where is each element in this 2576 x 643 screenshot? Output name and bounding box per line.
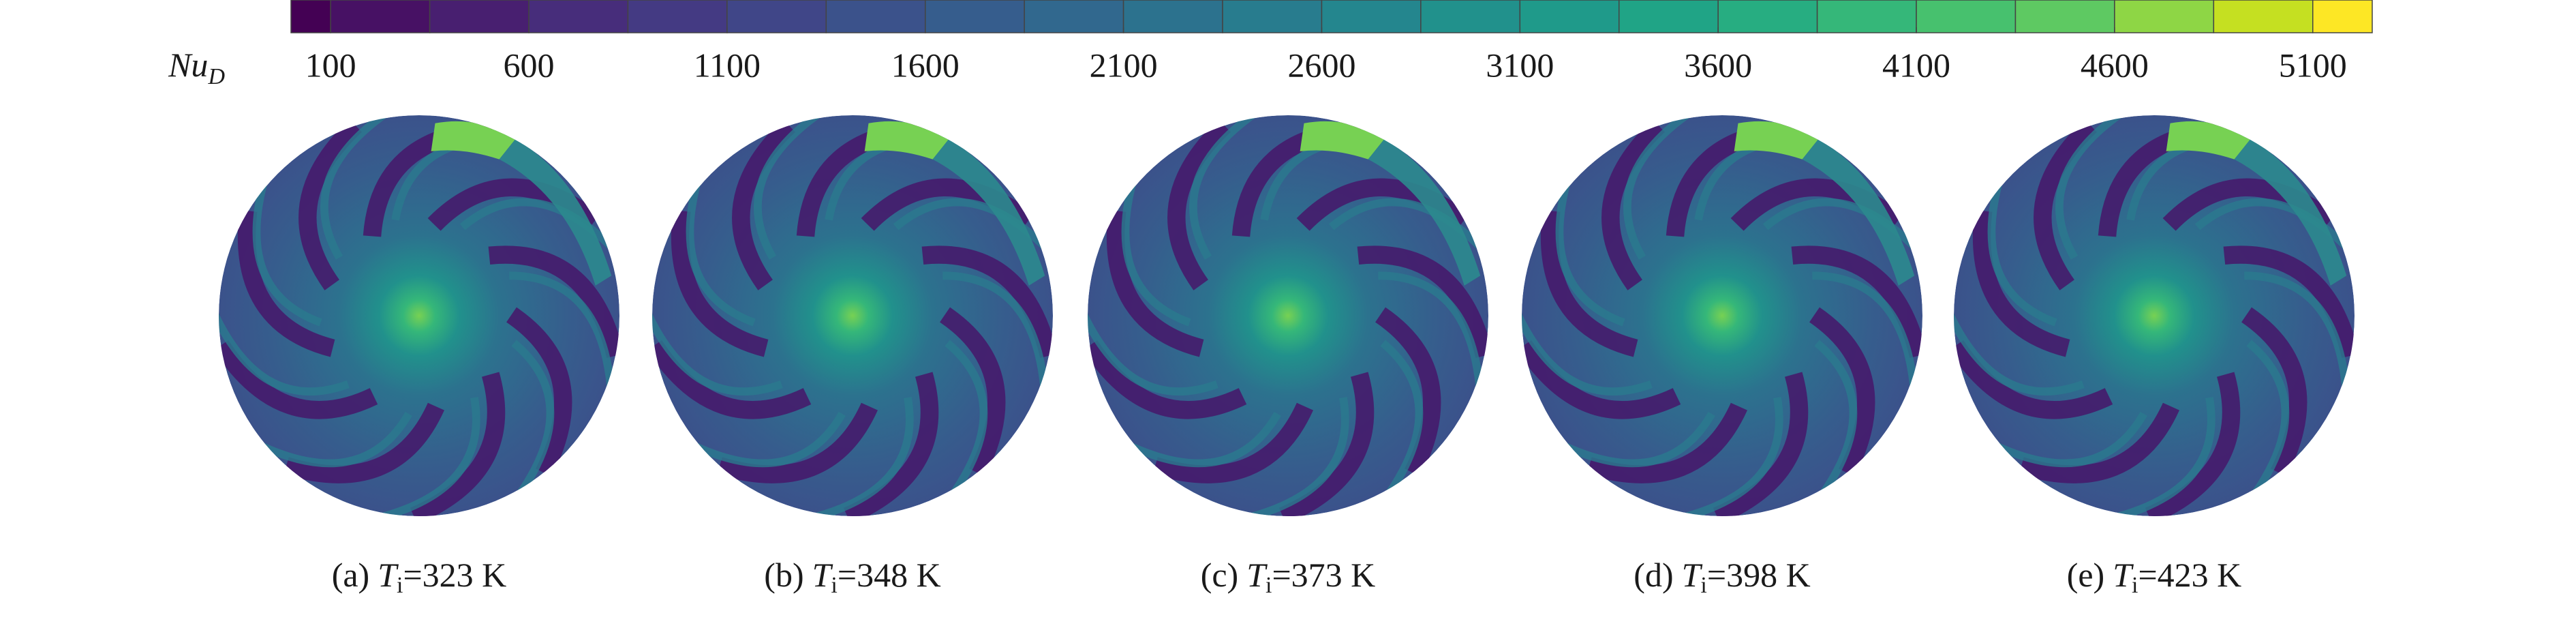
- caption-label: (d): [1634, 556, 1673, 594]
- colorbar-segment: [2114, 0, 2215, 33]
- colorbar-segment: [1916, 0, 2017, 33]
- caption-subscript: i: [1266, 573, 1272, 598]
- colorbar-segment: [2312, 0, 2373, 33]
- colorbar-segment: [1618, 0, 1719, 33]
- colorbar-segment: [429, 0, 530, 33]
- colorbar-segment: [1717, 0, 1818, 33]
- colorbar-segment: [528, 0, 629, 33]
- colorbar-tick-label: 4100: [1882, 46, 1950, 84]
- caption-symbol: T: [1682, 556, 1703, 594]
- colorbar-tick-label: 3100: [1486, 46, 1554, 84]
- caption-value: =423 K: [2138, 556, 2241, 594]
- colorbar-tick-label: 1600: [891, 46, 960, 84]
- colorbar-segment: [1024, 0, 1124, 33]
- caption-subscript: i: [397, 573, 403, 598]
- colorbar-tick-label: 2100: [1090, 46, 1158, 84]
- caption-symbol: T: [2113, 556, 2134, 594]
- caption-label: (e): [2067, 556, 2105, 594]
- colorbar-tick-label: 1100: [694, 46, 761, 84]
- contour-disk: [207, 106, 621, 523]
- colorbar-segment: [1816, 0, 1917, 33]
- caption-value: =398 K: [1707, 556, 1811, 594]
- colorbar-segment: [2014, 0, 2115, 33]
- panel-caption: (a) Ti=323 K: [332, 556, 507, 597]
- caption-symbol: T: [812, 556, 833, 594]
- caption-value: =373 K: [1272, 556, 1375, 594]
- colorbar-segment: [924, 0, 1025, 33]
- contour-disk: [641, 106, 1054, 523]
- colorbar-segment: [290, 0, 331, 33]
- colorbar-tick-label: 5100: [2279, 46, 2347, 84]
- colorbar-label-main: Nu: [168, 46, 208, 84]
- caption-label: (c): [1201, 556, 1239, 594]
- colorbar-segment: [1519, 0, 1620, 33]
- panel-caption: (e) Ti=423 K: [2067, 556, 2242, 597]
- colorbar-segment: [1122, 0, 1223, 33]
- colorbar-tick-label: 4600: [2081, 46, 2149, 84]
- colorbar-segment: [1222, 0, 1323, 33]
- contour-disk: [1076, 106, 1490, 523]
- caption-value: =348 K: [838, 556, 941, 594]
- caption-subscript: i: [1700, 573, 1706, 598]
- colorbar-segment: [825, 0, 926, 33]
- colorbar-segment: [627, 0, 728, 33]
- caption-label: (a): [332, 556, 370, 594]
- colorbar-label: NuD: [168, 46, 225, 89]
- colorbar-segment: [726, 0, 827, 33]
- panel-caption: (b) Ti=348 K: [764, 556, 940, 597]
- colorbar-segment: [1321, 0, 1422, 33]
- caption-label: (b): [764, 556, 803, 594]
- contour-disk: [1510, 106, 1924, 523]
- colorbar-segment: [1420, 0, 1521, 33]
- colorbar-tick-label: 3600: [1684, 46, 1752, 84]
- contour-disk: [1942, 106, 2356, 523]
- colorbar-tick-label: 100: [305, 46, 356, 84]
- caption-subscript: i: [2132, 573, 2138, 598]
- panel-caption: (d) Ti=398 K: [1634, 556, 1810, 597]
- caption-symbol: T: [1246, 556, 1268, 594]
- colorbar-segment: [330, 0, 431, 33]
- caption-value: =323 K: [403, 556, 506, 594]
- panel-caption: (c) Ti=373 K: [1201, 556, 1376, 597]
- colorbar-tick-label: 600: [504, 46, 555, 84]
- caption-subscript: i: [831, 573, 837, 598]
- colorbar-segment: [2213, 0, 2314, 33]
- colorbar-label-subscript: D: [207, 64, 225, 89]
- colorbar-tick-label: 2600: [1287, 46, 1355, 84]
- caption-symbol: T: [378, 556, 399, 594]
